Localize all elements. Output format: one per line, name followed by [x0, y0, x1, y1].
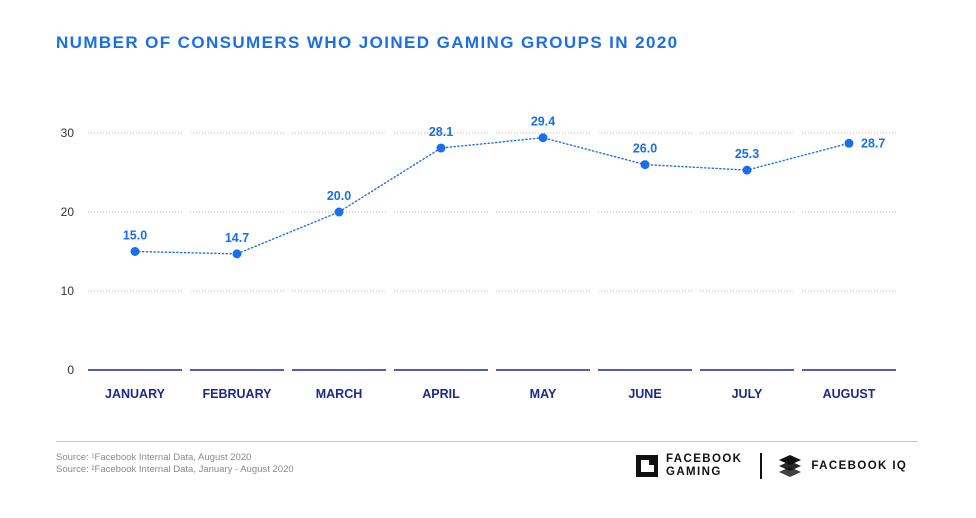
data-label-january: 15.0 — [123, 229, 147, 243]
source-note-2: Source: ²Facebook Internal Data, January… — [56, 464, 294, 475]
data-label-february: 14.7 — [225, 231, 249, 245]
data-label-july: 25.3 — [735, 147, 759, 161]
x-tick-label-may: MAY — [530, 387, 557, 401]
x-tick-label-january: JANUARY — [105, 387, 166, 401]
x-tick-label-august: AUGUST — [823, 387, 876, 401]
facebook-gaming-line1: FACEBOOK — [666, 453, 743, 465]
data-points — [130, 133, 854, 259]
x-tick-label-march: MARCH — [316, 387, 363, 401]
chart-title: NUMBER OF CONSUMERS WHO JOINED GAMING GR… — [56, 33, 679, 52]
y-tick-label-10: 10 — [61, 284, 75, 298]
y-tick-label-0: 0 — [67, 363, 74, 377]
y-tick-label-30: 30 — [61, 126, 75, 140]
x-axis-labels: JANUARY FEBRUARY MARCH APRIL MAY JUNE JULY AUGU… — [105, 387, 876, 401]
data-point-may — [538, 133, 548, 143]
data-point-august — [844, 138, 854, 148]
source-notes: Source: ¹Facebook Internal Data, August … — [56, 452, 294, 476]
series-line — [134, 137, 850, 255]
data-point-march — [334, 207, 344, 217]
logo-separator — [760, 453, 763, 479]
data-point-january — [130, 247, 140, 256]
facebook-iq-label: FACEBOOK IQ — [811, 460, 908, 472]
line-chart: 0 10 20 30 JANUARY FEBRUARY MARCH APRIL MAY JUNE… — [61, 115, 896, 401]
data-label-june: 26.0 — [633, 142, 657, 156]
gridlines — [88, 132, 896, 292]
data-point-july — [742, 165, 752, 175]
data-point-february — [232, 249, 242, 259]
facebook-iq-logo: FACEBOOK IQ — [778, 454, 907, 478]
y-axis-ticks: 0 10 20 30 — [61, 126, 75, 377]
footer-divider — [56, 441, 918, 442]
facebook-iq-icon — [778, 454, 802, 478]
y-tick-label-20: 20 — [61, 205, 75, 219]
x-tick-label-april: APRIL — [422, 387, 460, 401]
source-note-1: Source: ¹Facebook Internal Data, August … — [56, 452, 252, 463]
data-label-august: 28.7 — [861, 136, 885, 150]
footer-logos: FACEBOOK GAMING FACEBOOK IQ — [636, 452, 907, 480]
data-point-april — [436, 143, 446, 153]
facebook-gaming-logo: FACEBOOK GAMING — [636, 453, 742, 479]
data-point-june — [640, 160, 650, 170]
x-tick-label-june: JUNE — [628, 387, 661, 401]
data-label-march: 20.0 — [327, 189, 351, 203]
data-label-april: 28.1 — [429, 125, 453, 139]
data-label-may: 29.4 — [531, 115, 555, 129]
facebook-gaming-icon — [636, 455, 658, 477]
facebook-gaming-line2: GAMING — [666, 466, 722, 478]
data-labels: 15.0 14.7 20.0 28.1 29.4 26.0 25.3 28.7 — [123, 115, 886, 245]
series-line — [134, 137, 850, 255]
x-tick-label-february: FEBRUARY — [203, 387, 273, 401]
x-tick-label-july: JULY — [732, 387, 763, 401]
